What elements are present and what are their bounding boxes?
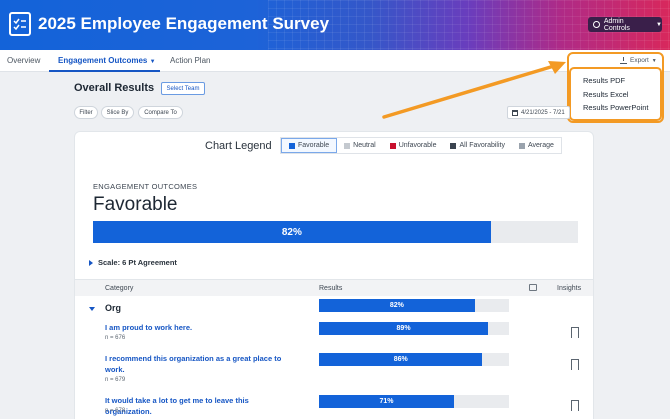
tab-engagement-outcomes-label: Engagement Outcomes <box>58 56 148 65</box>
column-header-insights: Insights <box>557 285 582 292</box>
chevron-down-icon: ▼ <box>656 21 662 28</box>
section-label: ENGAGEMENT OUTCOMES <box>93 182 198 191</box>
highlight-box <box>567 52 664 123</box>
overall-favorable-fill: 82% <box>93 221 491 243</box>
filter-button[interactable]: Filter <box>74 106 98 119</box>
legend-swatch <box>289 142 295 149</box>
bookmark-icon[interactable] <box>571 400 579 414</box>
export-menu: Results PDF Results Excel Results PowerP… <box>569 67 662 121</box>
tab-engagement-outcomes[interactable]: Engagement Outcomes ▼ <box>58 56 156 65</box>
active-tab-indicator <box>49 70 160 72</box>
chart-legend: Favorable Neutral Unfavorable All Favora… <box>280 137 562 154</box>
question-link[interactable]: I recommend this organization as a great… <box>105 354 282 374</box>
legend-swatch <box>344 142 351 149</box>
legend-average[interactable]: Average <box>512 138 561 153</box>
legend-swatch <box>450 142 457 149</box>
legend-label: Unfavorable <box>398 142 437 149</box>
response-count: n = 679 <box>105 377 126 383</box>
tab-action-plan[interactable]: Action Plan <box>170 56 211 65</box>
result-bar-fill: 71% <box>319 395 454 408</box>
chevron-down-icon: ▼ <box>149 59 156 65</box>
scale-toggle[interactable]: Scale: 6 Pt Agreement <box>89 258 177 267</box>
question-link[interactable]: I am proud to work here. <box>105 323 193 332</box>
result-value: 86% <box>393 356 408 363</box>
expand-icon <box>89 259 93 266</box>
column-header-results: Results <box>319 285 343 292</box>
result-value: 82% <box>389 302 404 309</box>
result-bar: 89% <box>319 322 509 335</box>
legend-swatch <box>389 142 396 149</box>
select-team-button[interactable]: Select Team <box>161 82 205 95</box>
compare-to-button[interactable]: Compare To <box>138 106 183 119</box>
legend-label: Average <box>527 142 554 149</box>
legend-neutral[interactable]: Neutral <box>337 138 383 153</box>
legend-label: Favorable <box>298 142 330 149</box>
result-bar: 71% <box>319 395 509 408</box>
menu-item-results-powerpoint[interactable]: Results PowerPoint <box>583 103 649 112</box>
annotation-arrow <box>382 61 566 119</box>
collapse-icon <box>89 307 95 311</box>
legend-title: Chart Legend <box>205 140 272 152</box>
menu-item-results-excel[interactable]: Results Excel <box>583 89 629 99</box>
admin-controls-label: Admin Controls <box>603 17 630 32</box>
legend-label: All Favorability <box>459 142 505 149</box>
group-row-org[interactable]: Org 82% <box>75 299 593 321</box>
table-header: Category Results Insights <box>75 279 593 296</box>
gear-icon <box>593 21 600 28</box>
result-bar: 86% <box>319 353 509 366</box>
legend-swatch <box>518 142 525 149</box>
column-header-category: Category <box>105 285 134 292</box>
survey-logo-icon <box>9 12 31 36</box>
overall-favorable-value: 82% <box>281 226 302 238</box>
result-value: 89% <box>396 325 411 332</box>
calendar-icon <box>512 109 518 116</box>
question-link[interactable]: It would take a lot to get me to leave t… <box>105 396 249 416</box>
result-bar-fill: 89% <box>319 322 489 335</box>
app-header: 2025 Employee Engagement Survey Admin Co… <box>0 0 670 50</box>
export-button[interactable]: Export ▼ <box>620 57 657 64</box>
date-range-picker[interactable]: 4/21/2025 - 7/21 <box>507 106 570 119</box>
results-card: Chart Legend Favorable Neutral Unfavorab… <box>74 131 594 419</box>
response-count: n = 678 <box>105 408 126 414</box>
scale-label: Scale: 6 Pt Agreement <box>98 258 177 267</box>
group-label: Org <box>105 303 122 313</box>
legend-favorable[interactable]: Favorable <box>281 138 338 153</box>
menu-item-results-pdf[interactable]: Results PDF <box>583 76 626 85</box>
bookmark-icon[interactable] <box>571 359 579 373</box>
legend-all-favorability[interactable]: All Favorability <box>443 138 512 153</box>
result-value: 71% <box>379 398 394 405</box>
favorable-heading: Favorable <box>93 194 178 215</box>
result-bar-fill: 82% <box>319 299 475 312</box>
date-range-value: 4/21/2025 - 7/21 <box>521 109 565 116</box>
admin-controls-button[interactable]: Admin Controls ▼ <box>588 17 662 32</box>
result-bar-fill: 86% <box>319 353 483 366</box>
response-count: n = 676 <box>105 335 126 341</box>
legend-label: Neutral <box>353 142 376 149</box>
section-title: Overall Results <box>74 82 155 94</box>
bookmark-icon[interactable] <box>571 327 579 341</box>
comment-icon[interactable] <box>529 284 537 291</box>
nav-tabs: Overview Engagement Outcomes ▼ Action Pl… <box>0 50 670 72</box>
overall-favorable-bar: 82% <box>93 221 578 243</box>
slice-by-button[interactable]: Slice By <box>101 106 134 119</box>
page-title: 2025 Employee Engagement Survey <box>38 14 330 33</box>
chevron-down-icon: ▼ <box>651 57 657 64</box>
export-label: Export <box>630 57 649 64</box>
legend-unfavorable[interactable]: Unfavorable <box>383 138 444 153</box>
tab-overview[interactable]: Overview <box>7 56 41 65</box>
result-bar: 82% <box>319 299 509 312</box>
download-icon <box>620 57 627 64</box>
